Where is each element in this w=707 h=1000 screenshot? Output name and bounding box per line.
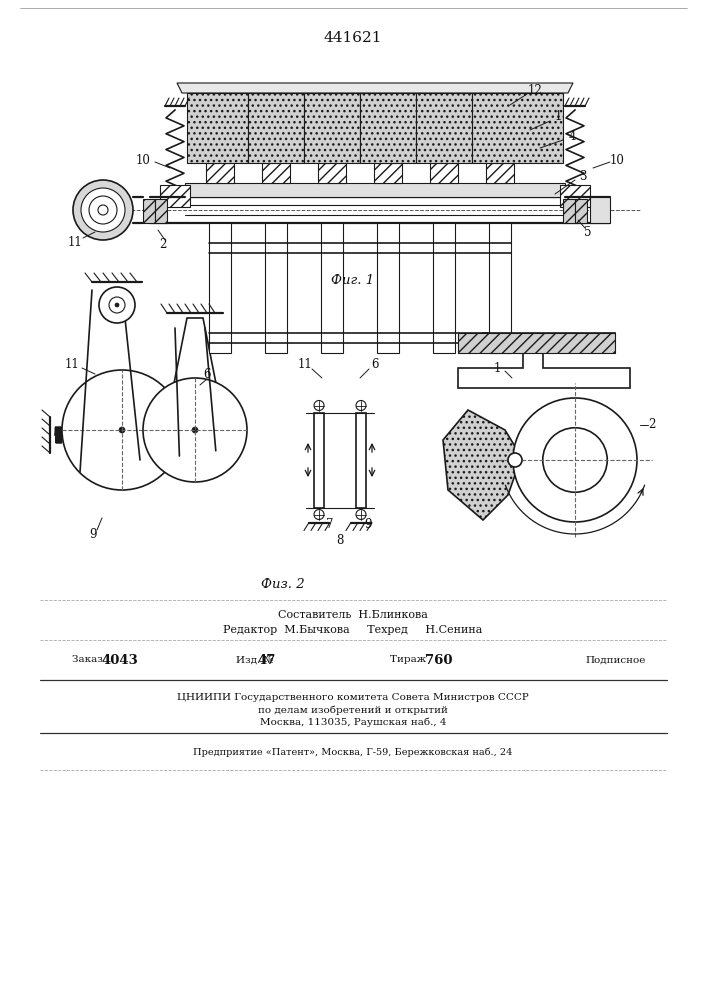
Text: Изд. №: Изд. № [236,656,276,664]
Circle shape [73,180,133,240]
Text: Предприятие «Патент», Москва, Г-59, Бережковская наб., 24: Предприятие «Патент», Москва, Г-59, Бере… [193,747,513,757]
Circle shape [89,196,117,224]
Text: Заказ: Заказ [72,656,106,664]
Circle shape [508,453,522,467]
Bar [209,223,231,353]
Circle shape [115,303,119,307]
Circle shape [192,427,198,433]
Text: Редактор  М.Бычкова     Техред     Н.Сенина: Редактор М.Бычкова Техред Н.Сенина [223,625,483,635]
Text: 11: 11 [68,235,83,248]
Text: 2: 2 [648,418,655,432]
Text: Тираж: Тираж [390,656,429,664]
Bar [143,199,155,223]
Bar [262,163,290,183]
Circle shape [119,427,125,433]
Bar [314,412,324,508]
Text: 1: 1 [554,110,561,123]
Text: 7: 7 [326,518,334,532]
Circle shape [314,400,324,410]
Circle shape [62,370,182,490]
Bar [374,163,402,183]
Text: 11: 11 [64,359,79,371]
Text: Составитель  Н.Блинкова: Составитель Н.Блинкова [278,610,428,620]
Circle shape [356,510,366,520]
Bar [160,185,190,207]
Text: 760: 760 [425,654,452,666]
Text: 4043: 4043 [101,654,138,666]
Bar [590,197,610,223]
Text: 10: 10 [136,153,151,166]
Circle shape [314,510,324,520]
Text: 3: 3 [579,170,587,184]
Text: Физ. 2: Физ. 2 [261,578,305,591]
Circle shape [543,428,607,492]
Bar [321,223,343,353]
Bar [318,163,346,183]
Text: 4: 4 [568,130,575,143]
Circle shape [143,378,247,482]
Text: 441621: 441621 [324,31,382,45]
Bar [430,163,458,183]
Text: 11: 11 [298,359,312,371]
Bar [560,185,590,207]
Text: 1: 1 [493,361,501,374]
Circle shape [513,398,637,522]
Bar [356,412,366,508]
Bar [155,199,167,223]
Bar [360,93,416,163]
Polygon shape [173,318,217,388]
Polygon shape [458,333,630,388]
Bar [575,199,587,223]
Text: ЦНИИПИ Государственного комитета Совета Министров СССР: ЦНИИПИ Государственного комитета Совета … [177,692,529,702]
Circle shape [109,297,125,313]
Bar [489,223,511,353]
Bar [433,223,455,353]
Circle shape [356,400,366,410]
Text: по делам изобретений и открытий: по делам изобретений и открытий [258,705,448,715]
Bar [248,93,304,163]
Circle shape [98,205,108,215]
Circle shape [99,287,135,323]
Bar [265,223,287,353]
Text: 10: 10 [609,153,624,166]
Bar [416,93,472,163]
Text: 6: 6 [203,368,211,381]
Text: 12: 12 [527,84,542,97]
Polygon shape [443,410,516,520]
Text: Фиг. 1: Фиг. 1 [332,273,375,286]
Text: 6: 6 [371,359,379,371]
Bar [472,93,563,163]
Circle shape [81,188,125,232]
Text: Москва, 113035, Раушская наб., 4: Москва, 113035, Раушская наб., 4 [259,717,446,727]
Bar [304,93,360,163]
Text: 2: 2 [159,238,167,251]
Bar [187,93,248,163]
Bar [486,163,514,183]
Polygon shape [177,83,573,93]
Text: 8: 8 [337,534,344,546]
Text: 9: 9 [89,528,97,542]
Bar [206,163,234,183]
Text: 5: 5 [584,226,592,238]
Bar [458,333,615,353]
Text: Подписное: Подписное [585,656,645,664]
Text: 47: 47 [258,654,276,666]
Bar [377,223,399,353]
Bar [185,183,565,197]
Bar [563,199,575,223]
Text: 9: 9 [364,518,372,532]
